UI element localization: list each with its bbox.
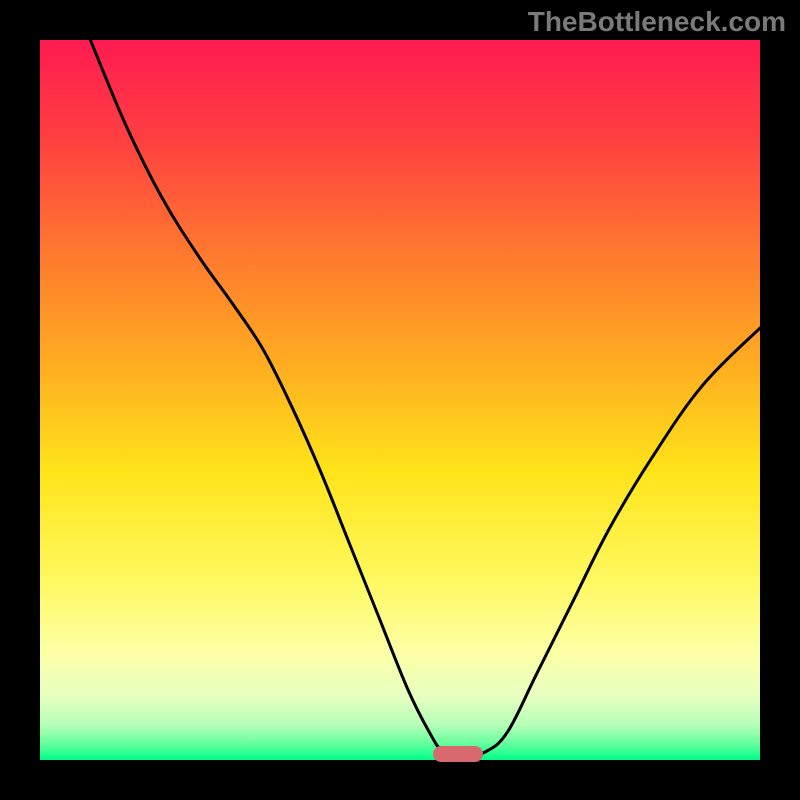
- bottleneck-curve: [40, 40, 760, 760]
- optimal-marker: [433, 746, 483, 762]
- watermark-text: TheBottleneck.com: [528, 6, 786, 38]
- chart-plot-area: [40, 40, 760, 760]
